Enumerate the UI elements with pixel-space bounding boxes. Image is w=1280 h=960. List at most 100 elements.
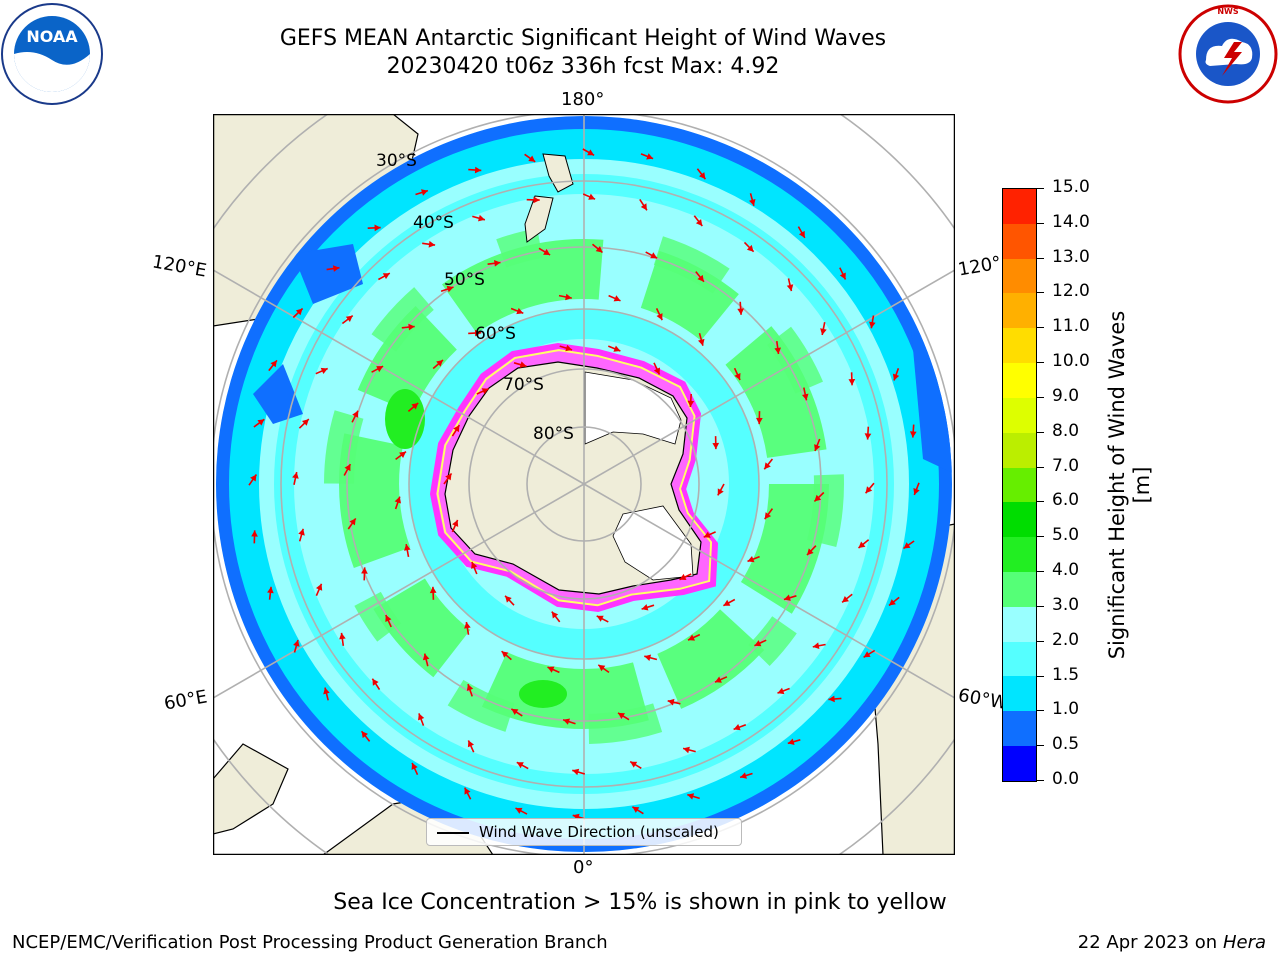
colorbar-segment — [1003, 258, 1036, 294]
colorbar-tick-label: 14.0 — [1052, 211, 1090, 232]
colorbar-tick-label: 5.0 — [1052, 525, 1080, 546]
colorbar-tick — [1036, 501, 1044, 503]
wave-arrow-head — [814, 494, 822, 502]
footer-date: 22 Apr 2023 on Hera — [1078, 932, 1266, 953]
wave-arrow-head — [292, 472, 299, 479]
footer-date-text: 22 Apr 2023 on — [1077, 932, 1223, 953]
lat-label-30s: 30°S — [376, 151, 417, 171]
wave-arrow-head — [749, 199, 756, 206]
lon-label-180: 180° — [561, 89, 605, 110]
wave-arrow-head — [374, 224, 381, 232]
colorbar-tick — [1036, 396, 1044, 398]
wave-arrow-head — [501, 651, 509, 658]
wave-arrow-head — [361, 731, 368, 739]
wave-arrow-head — [613, 295, 621, 302]
wave-arrow-head — [408, 323, 415, 331]
colorbar-segment — [1003, 641, 1036, 677]
wave-arrow-head — [453, 425, 460, 433]
wave-arrow-head — [251, 530, 258, 537]
colorbar-tick — [1036, 188, 1044, 189]
wave-arrow-head — [717, 488, 724, 496]
wave-arrow-head — [764, 462, 771, 470]
colorbar-segment — [1003, 676, 1036, 712]
wave-arrow-head — [723, 599, 731, 606]
wave-arrow-head — [323, 687, 330, 695]
colorbar-segment — [1003, 189, 1036, 224]
map-frame — [213, 114, 955, 855]
lat-label-70s: 70°S — [503, 375, 544, 395]
colorbar-segment — [1003, 711, 1036, 746]
wave-arrow-head — [404, 544, 411, 551]
wave-arrow-head — [774, 347, 781, 354]
wave-arrow-head — [257, 419, 265, 426]
wave-arrow-head — [699, 172, 706, 180]
wave-arrow-head — [339, 632, 346, 640]
wave-arrow-head — [777, 687, 785, 695]
wave-arrow-head — [712, 442, 720, 450]
colorbar-tick-label: 2.0 — [1052, 629, 1080, 650]
colorbar-tick-label: 7.0 — [1052, 455, 1080, 476]
wave-arrow-head — [298, 528, 305, 536]
map-legend: Wind Wave Direction (unscaled) — [426, 818, 742, 846]
wave-arrow-head — [865, 486, 873, 494]
colorbar-segment — [1003, 606, 1036, 642]
wave-arrow-head — [913, 488, 920, 495]
colorbar-tick — [1036, 605, 1044, 607]
wave-arrow-head — [376, 366, 384, 373]
chart-subtitle: 20230420 t06z 336h fcst Max: 4.92 — [386, 54, 780, 79]
wave-arrow-head — [630, 761, 638, 768]
wave-arrow-head — [446, 285, 454, 293]
wave-arrow-head — [385, 615, 392, 622]
wave-arrow-head — [697, 274, 704, 282]
wave-arrow-head — [798, 230, 805, 238]
wave-arrow-head — [683, 746, 690, 754]
colorbar-tick-label: 11.0 — [1052, 316, 1090, 337]
wave-arrow-head — [421, 189, 428, 196]
wave-arrow-head — [863, 651, 871, 658]
colorbar-segment — [1003, 746, 1036, 781]
wave-arrow-head — [464, 622, 471, 629]
wave-arrow-head — [345, 315, 353, 322]
colorbar-segment — [1003, 467, 1036, 503]
wave-arrow-head — [344, 464, 351, 472]
colorbar-tick-label: 13.0 — [1052, 246, 1090, 267]
wave-arrow-head — [644, 654, 652, 661]
wave-arrow-head — [889, 599, 896, 606]
svg-text:NOAA: NOAA — [26, 27, 78, 46]
wave-arrow-head — [429, 586, 437, 594]
wave-arrow-head — [464, 787, 471, 795]
lon-label-60e: 60°E — [162, 686, 209, 715]
wave-arrow-head — [641, 604, 649, 611]
wind-wave-arrows — [248, 148, 920, 821]
wave-arrow-head — [839, 272, 846, 280]
wave-arrow-head — [466, 684, 474, 691]
wave-arrow-head — [250, 474, 257, 482]
colorbar-tick — [1036, 222, 1044, 224]
wave-arrow-head — [516, 762, 524, 769]
wave-arrow-head — [903, 542, 911, 549]
wave-arrow-head — [733, 724, 741, 731]
graticule — [213, 114, 955, 855]
wave-arrow-head — [640, 203, 647, 211]
colorbar-tick-label: 6.0 — [1052, 490, 1080, 511]
wave-arrow-head — [653, 367, 660, 375]
wave-arrow-head — [812, 642, 820, 649]
wave-arrow-head — [302, 419, 309, 426]
wave-arrow-head — [814, 444, 821, 451]
wave-arrow-head — [474, 166, 482, 174]
wave-arrow-head — [848, 379, 856, 386]
colorbar-tick-label: 1.0 — [1052, 699, 1080, 720]
colorbar-tick — [1036, 257, 1044, 259]
colorbar-tick-label: 0.5 — [1052, 734, 1080, 755]
wave-arrow-head — [418, 713, 425, 721]
colorbar-tick — [1036, 431, 1044, 433]
wave-arrow-head — [746, 244, 754, 252]
wave-arrow-head — [515, 807, 523, 814]
wave-arrow-head — [293, 640, 300, 647]
colorbar-tick-label: 9.0 — [1052, 385, 1080, 406]
colorbar-tick — [1036, 640, 1044, 642]
lon-label-0: 0° — [573, 857, 594, 878]
wave-arrow-head — [436, 360, 443, 367]
wave-arrow-head — [598, 664, 606, 672]
sea-ice-note: Sea Ice Concentration > 15% is shown in … — [333, 890, 947, 915]
